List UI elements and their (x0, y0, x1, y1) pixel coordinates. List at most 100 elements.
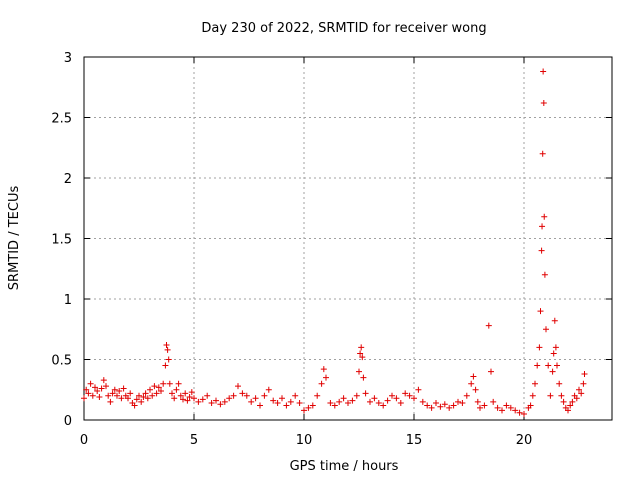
data-point (539, 223, 546, 230)
data-point (239, 390, 246, 397)
data-point (428, 404, 435, 411)
data-point (540, 99, 547, 106)
data-point (437, 403, 444, 410)
data-point (188, 389, 195, 396)
data-point (459, 400, 466, 407)
data-point (340, 395, 347, 402)
data-point (160, 380, 167, 387)
data-point (165, 356, 172, 363)
data-point (103, 383, 109, 390)
data-point (433, 400, 439, 407)
data-point (149, 392, 156, 399)
data-point (477, 404, 483, 411)
data-point (565, 407, 571, 414)
data-point (327, 400, 334, 407)
data-point (114, 392, 120, 399)
data-point (349, 397, 356, 404)
data-point (573, 395, 580, 402)
data-point (116, 387, 123, 394)
data-point (554, 362, 560, 369)
data-point (166, 380, 173, 387)
data-point (516, 409, 523, 416)
y-tick-label: 2 (64, 172, 72, 187)
data-point (357, 350, 364, 357)
data-point (470, 373, 477, 380)
x-axis-label: GPS time / hours (290, 459, 399, 474)
data-point (323, 374, 329, 381)
data-point (512, 407, 519, 414)
data-point (171, 395, 178, 402)
data-point (547, 392, 554, 399)
data-point (235, 383, 241, 390)
data-point (292, 392, 299, 399)
data-point (545, 362, 552, 369)
data-point (551, 317, 558, 324)
data-point (541, 213, 548, 220)
data-point (336, 398, 343, 405)
data-point (474, 398, 481, 405)
data-point (118, 395, 125, 402)
data-point (83, 386, 90, 393)
data-point (105, 392, 112, 399)
data-point (164, 346, 171, 353)
data-point (472, 386, 479, 393)
data-point (140, 394, 147, 401)
data-point (230, 392, 237, 399)
data-point (362, 390, 369, 397)
data-point (138, 398, 145, 405)
data-point (274, 400, 281, 407)
data-point (287, 398, 294, 405)
data-point (543, 326, 549, 333)
data-point (558, 392, 565, 399)
data-point (468, 380, 475, 387)
data-point (503, 402, 510, 409)
data-point (406, 392, 413, 399)
data-point (221, 398, 228, 405)
data-point (318, 380, 325, 387)
data-point (120, 385, 127, 392)
data-point (191, 395, 197, 402)
data-point (499, 407, 505, 414)
y-tick-label: 1 (64, 293, 72, 308)
grid-lines (84, 57, 612, 420)
data-point (133, 396, 140, 403)
data-point (455, 398, 461, 405)
data-point (360, 374, 367, 381)
data-point (162, 362, 169, 369)
data-point (550, 350, 557, 357)
x-tick-label: 0 (80, 433, 88, 448)
data-point (488, 368, 494, 375)
data-point (155, 384, 162, 391)
data-point (85, 390, 92, 397)
data-point (270, 397, 277, 404)
data-point (142, 390, 149, 397)
data-point (556, 380, 563, 387)
data-point (345, 400, 351, 407)
x-tick-label: 10 (296, 433, 313, 448)
data-point (419, 398, 426, 405)
data-point (359, 354, 366, 361)
data-point (549, 368, 556, 375)
data-point (320, 366, 327, 373)
data-point (204, 392, 211, 399)
data-point (507, 404, 514, 411)
data-point (490, 398, 497, 405)
data-point (186, 394, 193, 401)
data-point (560, 398, 567, 405)
data-point (261, 392, 268, 399)
data-point (175, 380, 182, 387)
data-point (89, 392, 96, 399)
data-point (540, 68, 547, 75)
data-point (301, 407, 307, 414)
data-point (527, 402, 534, 409)
data-point (536, 344, 543, 351)
data-point (393, 395, 400, 402)
data-point (182, 390, 189, 397)
data-point (494, 404, 501, 411)
data-point (296, 400, 303, 407)
data-point (367, 398, 373, 405)
data-points (81, 68, 588, 417)
data-point (96, 394, 103, 401)
data-point (397, 400, 404, 407)
